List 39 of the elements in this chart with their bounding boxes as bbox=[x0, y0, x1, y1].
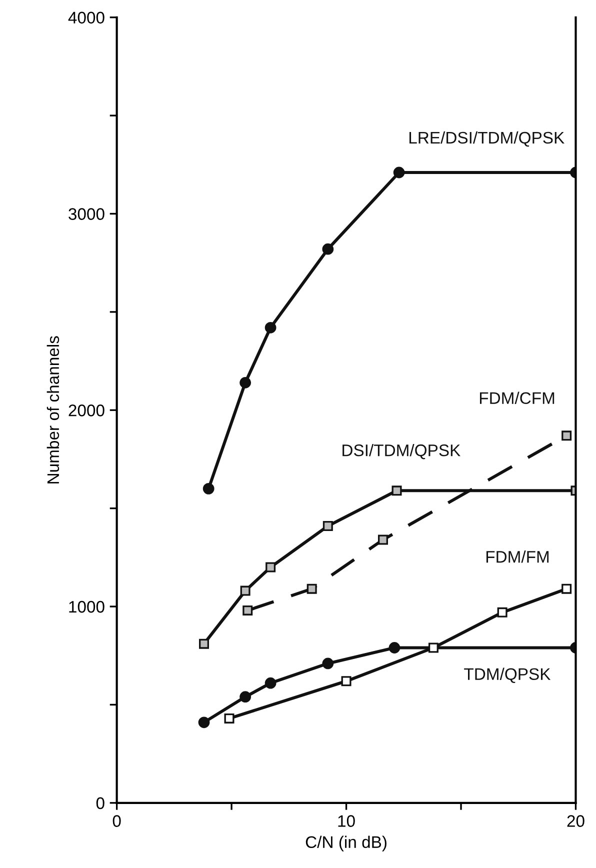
point bbox=[202, 482, 214, 494]
series-label: LRE/DSI/TDM/QPSK bbox=[409, 131, 564, 147]
point bbox=[322, 658, 334, 670]
point bbox=[322, 520, 333, 531]
point bbox=[224, 713, 234, 724]
y-tick-label: 1000 bbox=[69, 600, 104, 613]
y-tick-label: 3000 bbox=[68, 208, 104, 220]
point bbox=[240, 691, 252, 703]
point bbox=[562, 430, 572, 441]
point bbox=[264, 677, 276, 689]
x-tick-label: 10 bbox=[338, 815, 355, 827]
point bbox=[428, 642, 438, 653]
point bbox=[264, 322, 276, 334]
y-tick-label: 0 bbox=[96, 797, 104, 810]
y-tick-label: 4000 bbox=[68, 12, 104, 24]
x-tick-label: 20 bbox=[567, 815, 584, 827]
point bbox=[562, 584, 572, 594]
x-axis-title: C/N (in dB) bbox=[306, 836, 386, 852]
series-label: FDM/CFM bbox=[480, 392, 554, 404]
point bbox=[266, 562, 276, 572]
point bbox=[240, 586, 250, 596]
series-label: FDM/FM bbox=[486, 550, 549, 563]
point bbox=[341, 676, 352, 686]
point bbox=[497, 607, 508, 618]
series-label: TDM/QPSK bbox=[464, 668, 551, 683]
point bbox=[322, 243, 334, 255]
point bbox=[392, 486, 402, 496]
point bbox=[388, 642, 400, 654]
point bbox=[306, 584, 317, 594]
x-tick-label: 0 bbox=[112, 815, 121, 827]
point bbox=[198, 716, 210, 728]
point bbox=[240, 376, 252, 388]
point bbox=[378, 534, 388, 545]
point bbox=[242, 605, 253, 616]
point bbox=[393, 166, 405, 178]
series-label: DSI/TDM/QPSK bbox=[342, 444, 460, 460]
y-tick-label: 2000 bbox=[68, 404, 104, 416]
point bbox=[199, 638, 210, 649]
y-axis-title: Number of channels bbox=[46, 336, 60, 484]
